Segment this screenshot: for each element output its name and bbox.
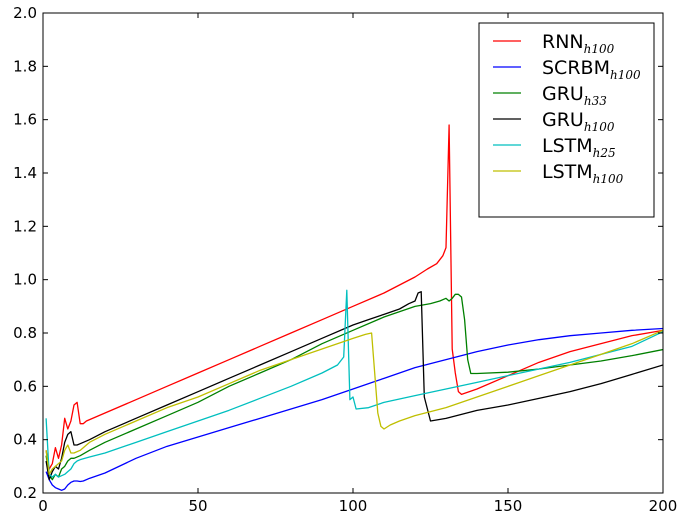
plot-frame [42,12,664,494]
series-line-scrbm-h100 [45,327,663,491]
x-tick-label: 200 [649,497,678,515]
y-tick-label: 0.8 [13,324,37,342]
y-tick-label: 1.0 [13,271,37,289]
series-line-lstm-h25 [45,289,663,478]
series-line-gru-h33 [45,293,663,481]
series-line-rnn-h100 [45,124,663,470]
x-tick-label: 100 [339,497,368,515]
series-layer [45,124,663,491]
legend-entry-subscript: h25 [593,146,616,160]
x-tick-label: 50 [188,497,207,515]
legend-entry-subscript: h33 [584,94,607,108]
legend-box [478,22,655,218]
y-tick-label: 1.8 [13,57,37,75]
y-tick-label: 2.0 [13,4,37,22]
x-tick-label: 150 [494,497,523,515]
x-tick-label: 0 [38,497,48,515]
legend-entry-subscript: h100 [584,42,615,56]
y-tick-label: 0.2 [13,484,37,502]
legend-entry-subscript: h100 [584,120,615,134]
series-line-lstm-h100 [45,329,663,475]
series-line-gru-h100 [45,291,663,481]
legend-entry-subscript: h100 [593,172,624,186]
y-tick-label: 0.6 [13,377,37,395]
y-tick-label: 1.4 [13,164,37,182]
axis-ticks: 0 50 100 150 200 0.2 0.4 0.6 0.8 1.0 1.2 1.4 1.6 1.8 2… [13,4,677,515]
y-tick-label: 0.4 [13,431,37,449]
y-tick-label: 1.2 [13,217,37,235]
legend: RNNh100SCRBMh100GRUh33GRUh100LSTMh25LSTM… [478,22,655,218]
legend-entry-label: GRUh100 [542,109,615,134]
y-tick-label: 1.6 [13,111,37,129]
legend-entry-subscript: h100 [610,68,641,82]
